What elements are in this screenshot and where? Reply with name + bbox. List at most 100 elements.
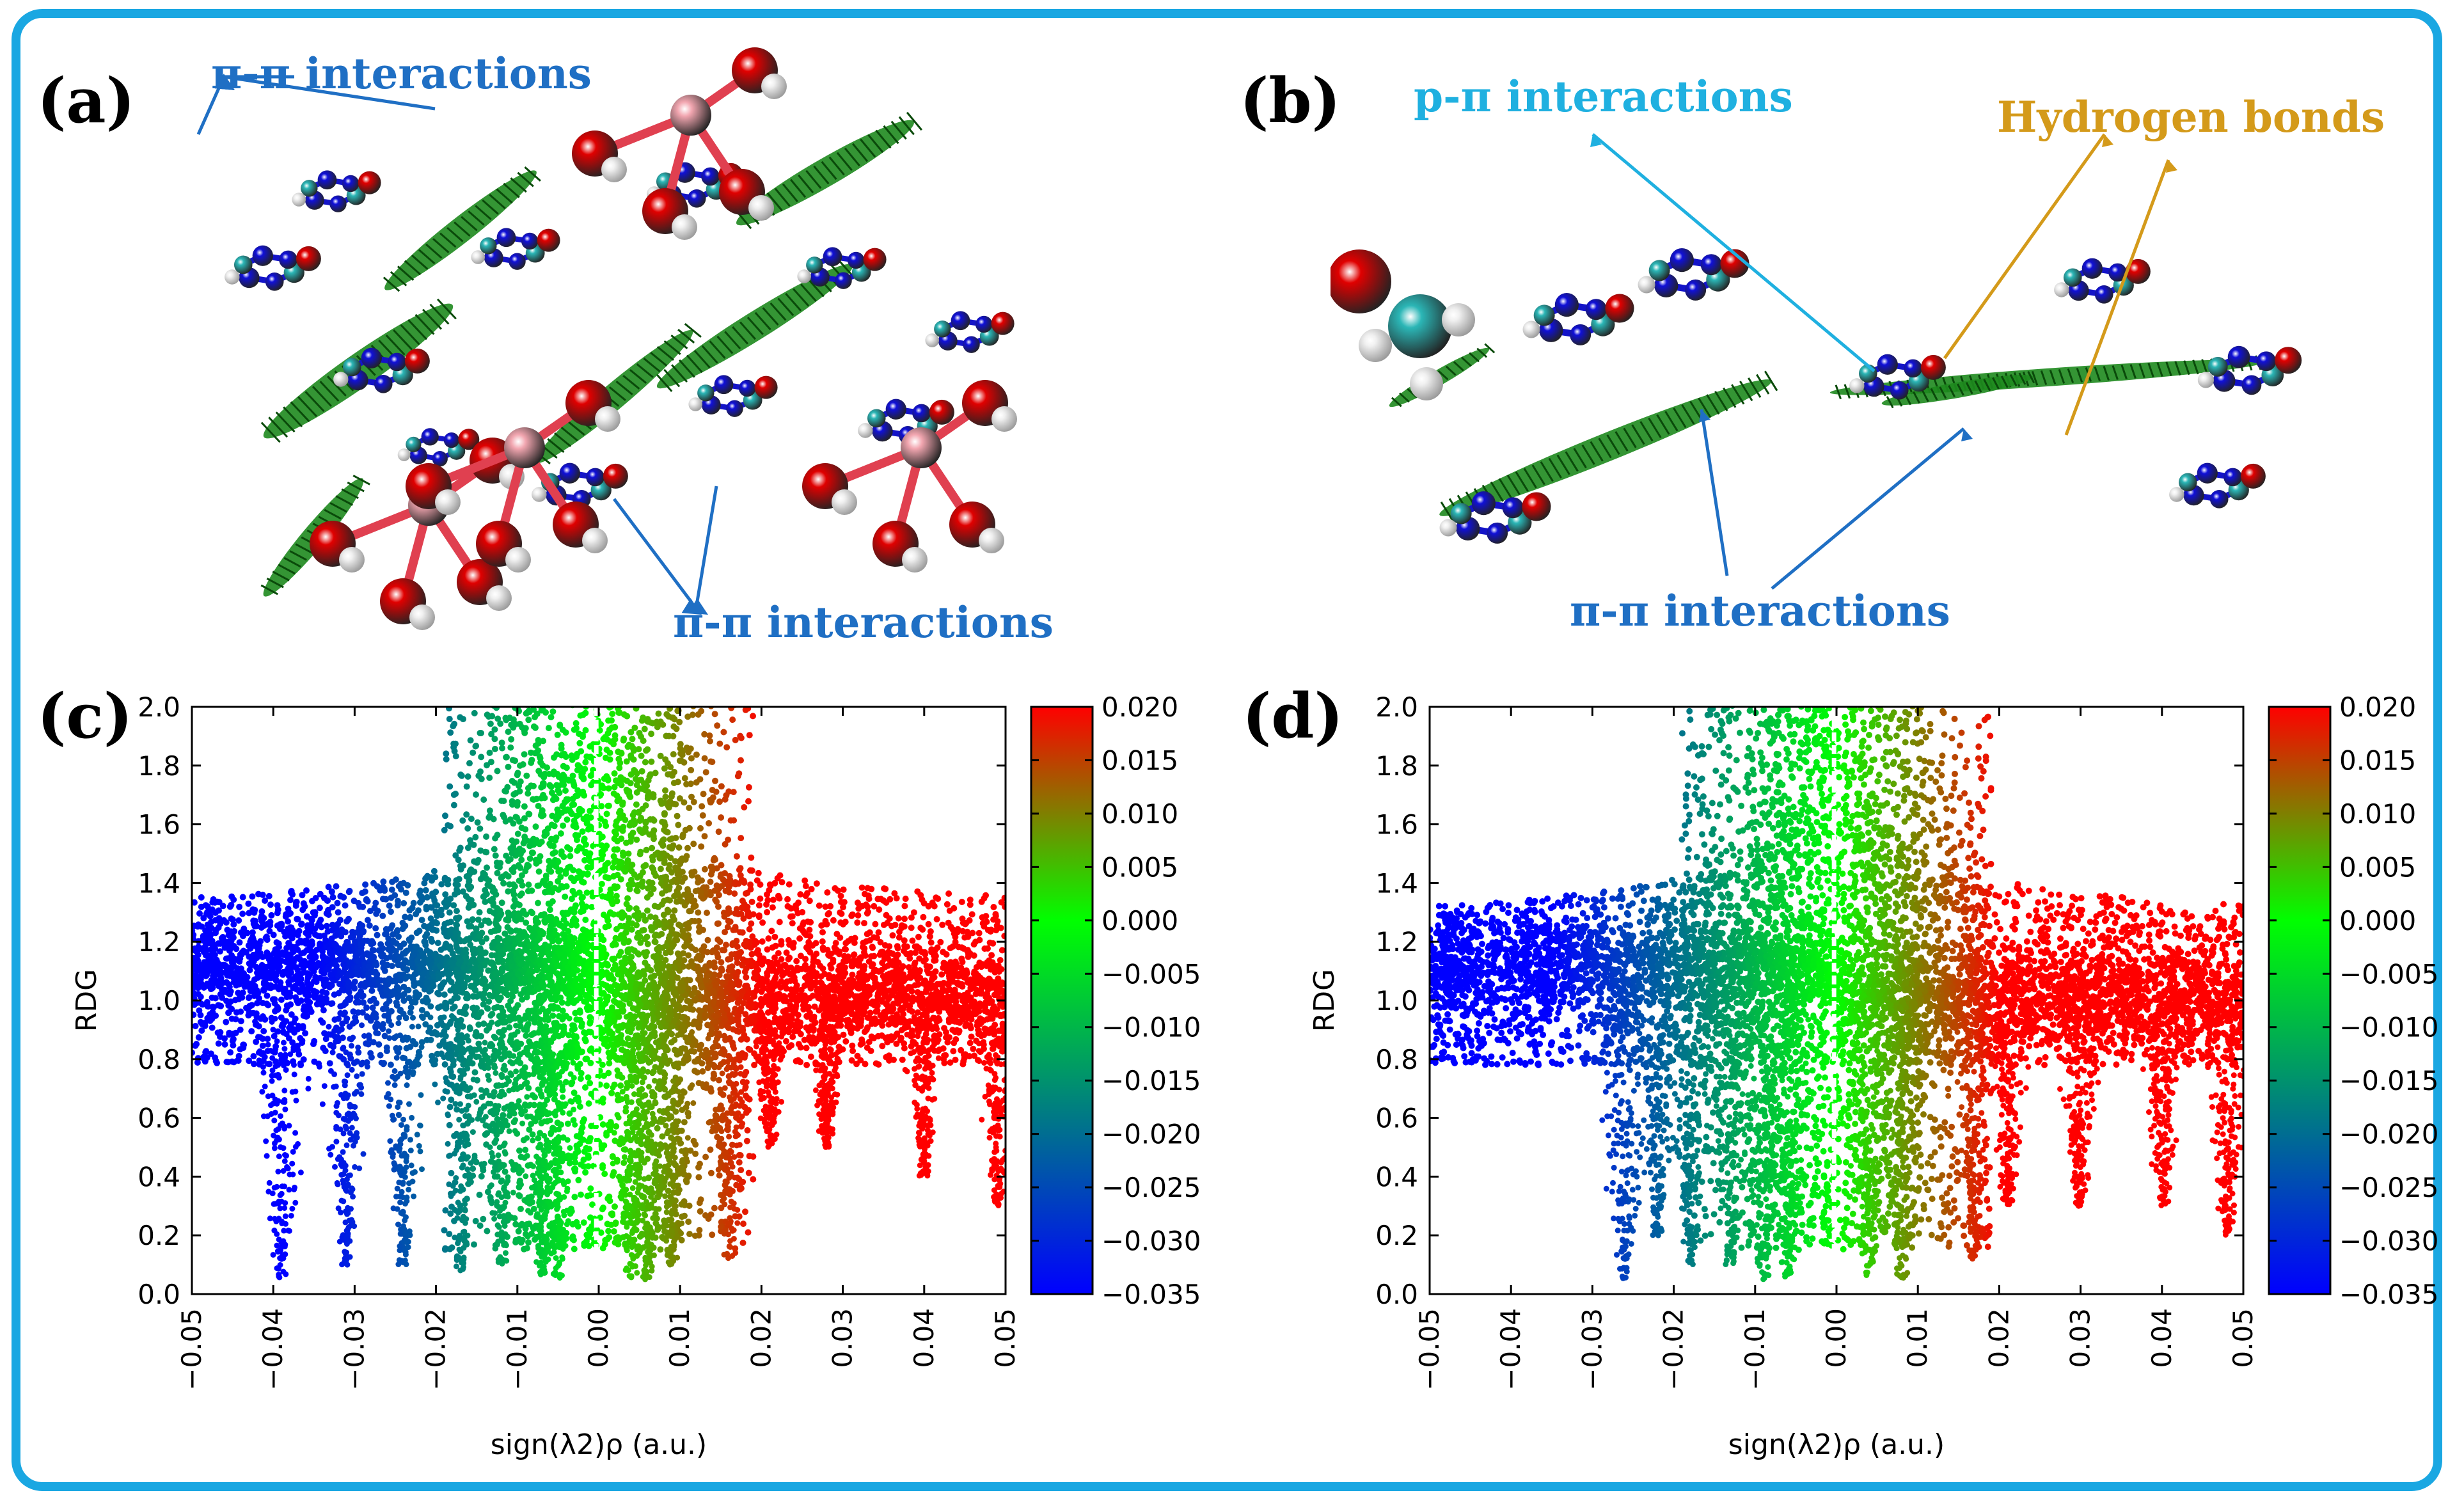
x-tick-label: 0.01 [1902,1308,1933,1368]
colorbar [1030,706,1094,1295]
metal-center [572,47,787,240]
colorbar-tick-label: −0.010 [2339,1012,2438,1043]
colorbar-tick-label: 0.010 [2339,798,2416,830]
metal-center [802,380,1017,573]
colorbar-tick-label: −0.015 [1102,1065,1201,1096]
molecule-ring [2197,345,2302,395]
x-tick-label: 0.01 [664,1308,695,1368]
molecule-render-b [1331,133,2302,590]
molecule-render-a [196,47,1017,630]
y-tick-label: 2.0 [1375,691,1418,723]
colorbar-tick-label: −0.015 [2339,1065,2438,1096]
x-tick-label: 0.03 [827,1308,858,1368]
x-tick-label: −0.05 [1414,1308,1445,1391]
y-tick-label: 0.6 [1375,1103,1418,1134]
colorbar-tick-label: 0.015 [2339,745,2416,776]
y-tick-label: 2.0 [138,691,180,723]
x-tick-label: 0.02 [745,1308,777,1368]
y-tick-label: 0.8 [138,1044,180,1075]
molecule-ring [688,375,778,417]
y-tick-label: 0.0 [1375,1279,1418,1310]
annotation-arrows-a [196,74,718,615]
x-tick-label: −0.04 [1495,1308,1526,1391]
y-tick-label: 0.2 [138,1220,180,1251]
molecule-ring [1522,292,1634,345]
annotation-pi-pi-b: π-π interactions [1570,590,1950,632]
x-tick-label: −0.03 [338,1308,370,1391]
colorbar-tick-label: 0.005 [1102,851,1178,883]
y-tick-label: 1.4 [1375,867,1418,899]
colorbar-tick-label: 0.005 [2339,851,2416,883]
colorbar-tick-label: 0.000 [1102,905,1178,936]
x-tick-label: −0.01 [1739,1308,1771,1391]
x-tick-label: 0.04 [2146,1308,2177,1368]
colorbar-tick-label: −0.035 [2339,1279,2438,1310]
y-tick-label: 1.8 [138,750,180,782]
x-tick-label: −0.04 [257,1308,288,1391]
annotation-arrows-b [1590,133,2177,590]
annotation-pi-pi-bottom: π-π interactions [673,601,1054,644]
y-tick-label: 1.2 [138,926,180,958]
x-tick-label: −0.02 [420,1308,452,1391]
x-tick-label: −0.01 [501,1308,533,1391]
molecule-ring [292,170,381,212]
y-tick-label: 0.2 [1375,1220,1418,1251]
annotation-p-pi: p-π interactions [1414,75,1793,118]
metal-center [406,380,620,573]
panel-label-c: (c) [37,686,132,747]
y-tick-label: 1.6 [1375,809,1418,841]
x-tick-label: 0.00 [1820,1308,1852,1368]
y-tick-label: 1.0 [1375,985,1418,1016]
molecule-ring [1849,354,1946,400]
molecule-ring [797,247,887,289]
rdg-scatter-d: −0.05 −0.04 −0.03 −0.02 −0.01 0.00 0.01 0.02 0.0… [1308,691,2438,1461]
molecule-ring [225,245,321,291]
rdg-scatter-c: −0.05 −0.04 −0.03 −0.02 −0.01 0.00 0.01 0.02 0.0… [70,691,1201,1461]
y-tick-label: 0.4 [138,1161,180,1192]
isosurface-sheet [533,323,702,464]
molecule-ring [397,428,480,467]
colorbar-tick-label: −0.005 [1102,958,1201,990]
y-tick-label: 0.8 [1375,1044,1418,1075]
panel-label-d: (d) [1242,686,1343,747]
x-tick-label: 0.03 [2065,1308,2096,1368]
colorbar-tick-label: −0.030 [2339,1226,2438,1257]
y-tick-label: 0.0 [138,1279,180,1310]
y-tick-label: 1.0 [138,985,180,1016]
panel-label-a: (a) [37,70,135,132]
y-axis-label: RDG [70,969,103,1032]
molecule-ring [471,228,560,270]
x-axis-label: sign(λ2)ρ (a.u.) [1728,1428,1945,1461]
y-axis-label: RDG [1308,969,1341,1032]
x-tick-label: −0.02 [1658,1308,1689,1391]
molecule-ring [1638,248,1749,301]
isosurface-sheet [383,166,541,292]
colorbar [2268,706,2332,1295]
molecule-ring [2054,258,2151,304]
y-tick-label: 1.6 [138,809,180,841]
annotation-hydrogen-bonds: Hydrogen bonds [1997,96,2385,138]
x-tick-label: 0.05 [2227,1308,2259,1368]
scatter-points [192,707,1006,1283]
molecule-ring [2169,462,2266,509]
colorbar-tick-label: 0.015 [1102,745,1178,776]
colorbar-tick-label: −0.020 [1102,1119,1201,1150]
y-tick-label: 1.8 [1375,750,1418,782]
colorbar-tick-label: −0.025 [2339,1172,2438,1203]
colorbar-tick-label: 0.020 [1102,691,1178,723]
colorbar-tick-label: −0.005 [2339,958,2438,990]
annotation-pi-pi-top: π-π interactions [211,52,592,95]
molecule-ring [925,311,1015,353]
molecule-ring [1439,491,1551,544]
y-tick-label: 1.4 [138,867,180,899]
colorbar-tick-label: −0.030 [1102,1226,1201,1257]
x-tick-label: −0.05 [176,1308,207,1391]
x-tick-label: −0.03 [1576,1308,1607,1391]
colorbar-tick-label: −0.020 [2339,1119,2438,1150]
x-tick-label: 0.02 [1983,1308,2014,1368]
x-axis-label: sign(λ2)ρ (a.u.) [491,1428,707,1461]
colorbar-tick-label: −0.025 [1102,1172,1201,1203]
isosurface-sheet [736,111,922,230]
x-tick-label: 0.00 [583,1308,614,1368]
